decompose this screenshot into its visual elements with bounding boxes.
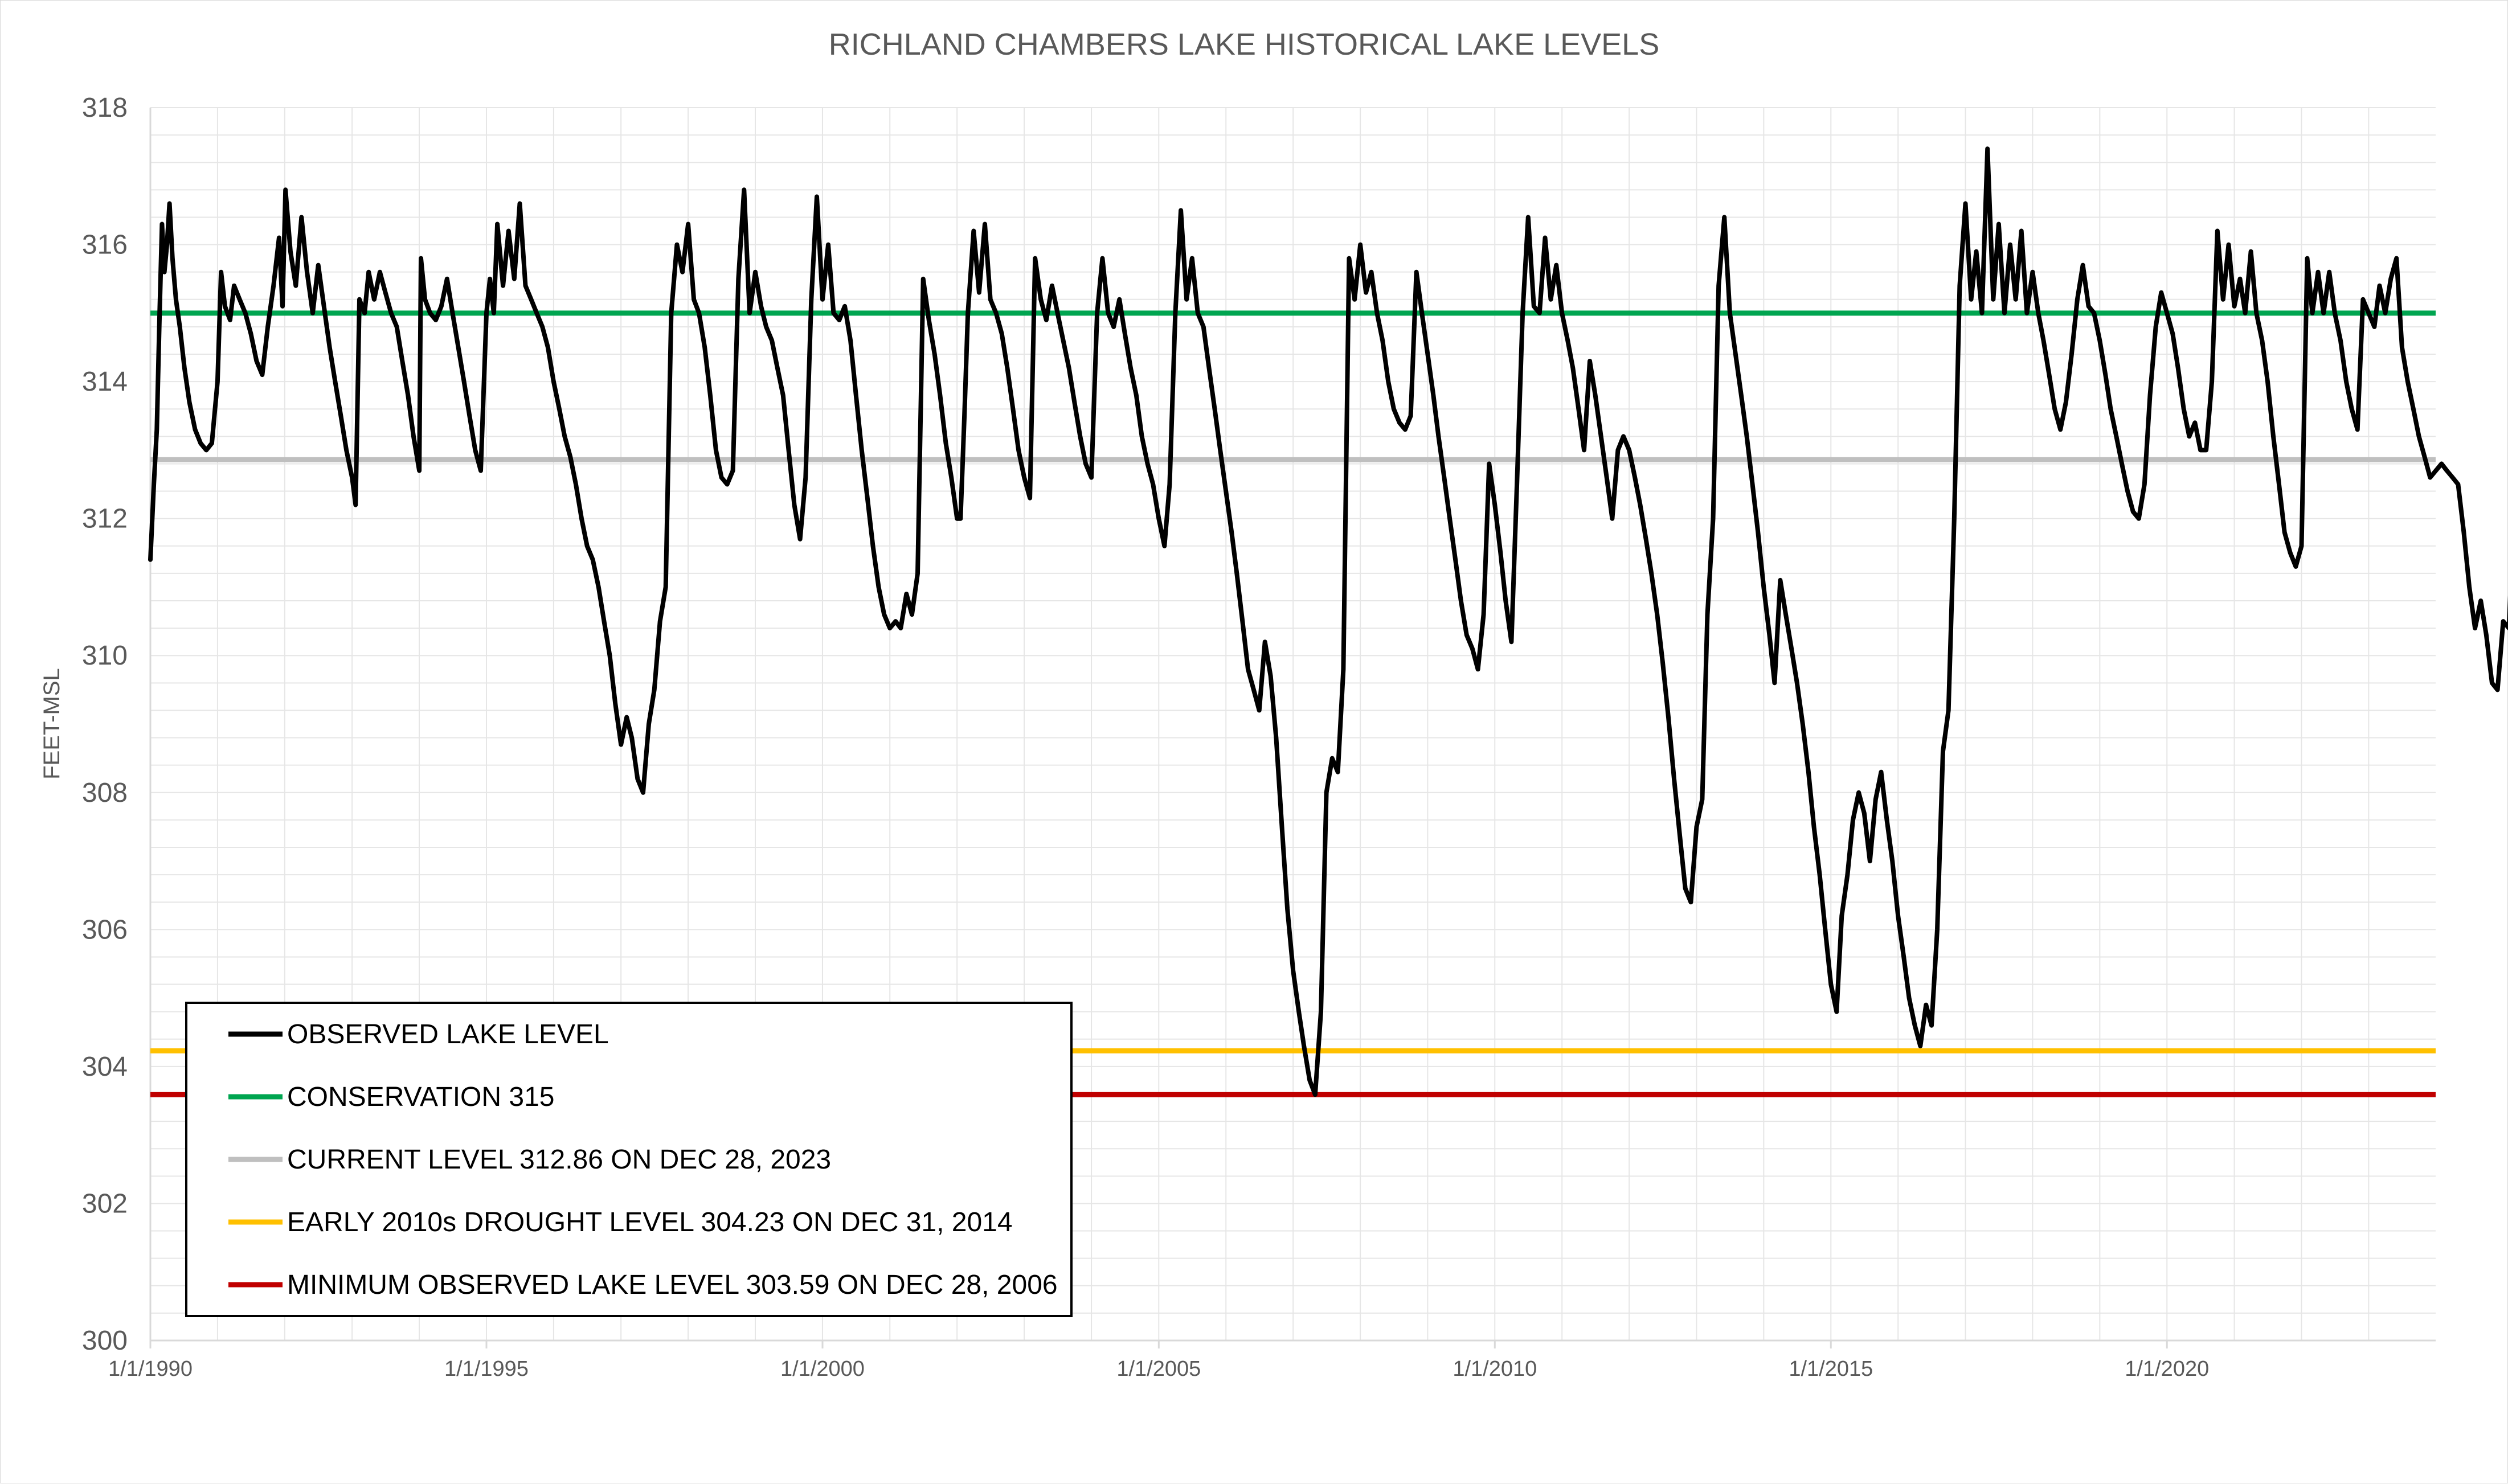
y-tick-label: 306 <box>82 915 128 945</box>
x-tick-label: 1/1/2020 <box>2125 1357 2209 1381</box>
x-tick-label: 1/1/2000 <box>780 1357 865 1381</box>
legend-label: CONSERVATION 315 <box>287 1082 554 1112</box>
y-tick-label: 318 <box>82 93 128 123</box>
y-tick-label: 316 <box>82 230 128 260</box>
legend-label: CURRENT LEVEL 312.86 ON DEC 28, 2023 <box>287 1145 831 1175</box>
y-tick-label: 304 <box>82 1052 128 1082</box>
y-axis-label: FEET-MSL <box>39 668 64 780</box>
chart-title: RICHLAND CHAMBERS LAKE HISTORICAL LAKE L… <box>829 27 1659 62</box>
y-tick-label: 308 <box>82 778 128 808</box>
x-tick-label: 1/1/1990 <box>108 1357 193 1381</box>
x-tick-label: 1/1/2015 <box>1789 1357 1873 1381</box>
legend-label: OBSERVED LAKE LEVEL <box>287 1019 609 1050</box>
legend-label: MINIMUM OBSERVED LAKE LEVEL 303.59 ON DE… <box>287 1270 1058 1300</box>
legend-box <box>185 1002 1073 1317</box>
y-tick-label: 312 <box>82 504 128 534</box>
y-tick-label: 300 <box>82 1326 128 1356</box>
y-tick-label: 310 <box>82 641 128 671</box>
legend: OBSERVED LAKE LEVEL CONSERVATION 315 CURRE… <box>185 1002 1073 1317</box>
x-tick-label: 1/1/2005 <box>1116 1357 1201 1381</box>
x-tick-label: 1/1/1995 <box>444 1357 529 1381</box>
axes: 300 302 304 306 308 310 312 314 316 318 1/1/1990 1/… <box>82 93 2436 1381</box>
legend-items: OBSERVED LAKE LEVEL CONSERVATION 315 CURRE… <box>228 1019 1058 1300</box>
x-tick-label: 1/1/2010 <box>1453 1357 1537 1381</box>
observed-lake-level-line <box>148 146 2508 1097</box>
series-layer <box>148 146 2508 1097</box>
y-tick-label: 314 <box>82 367 128 397</box>
y-tick-label: 302 <box>82 1188 128 1219</box>
legend-label: EARLY 2010s DROUGHT LEVEL 304.23 ON DEC … <box>287 1207 1013 1237</box>
